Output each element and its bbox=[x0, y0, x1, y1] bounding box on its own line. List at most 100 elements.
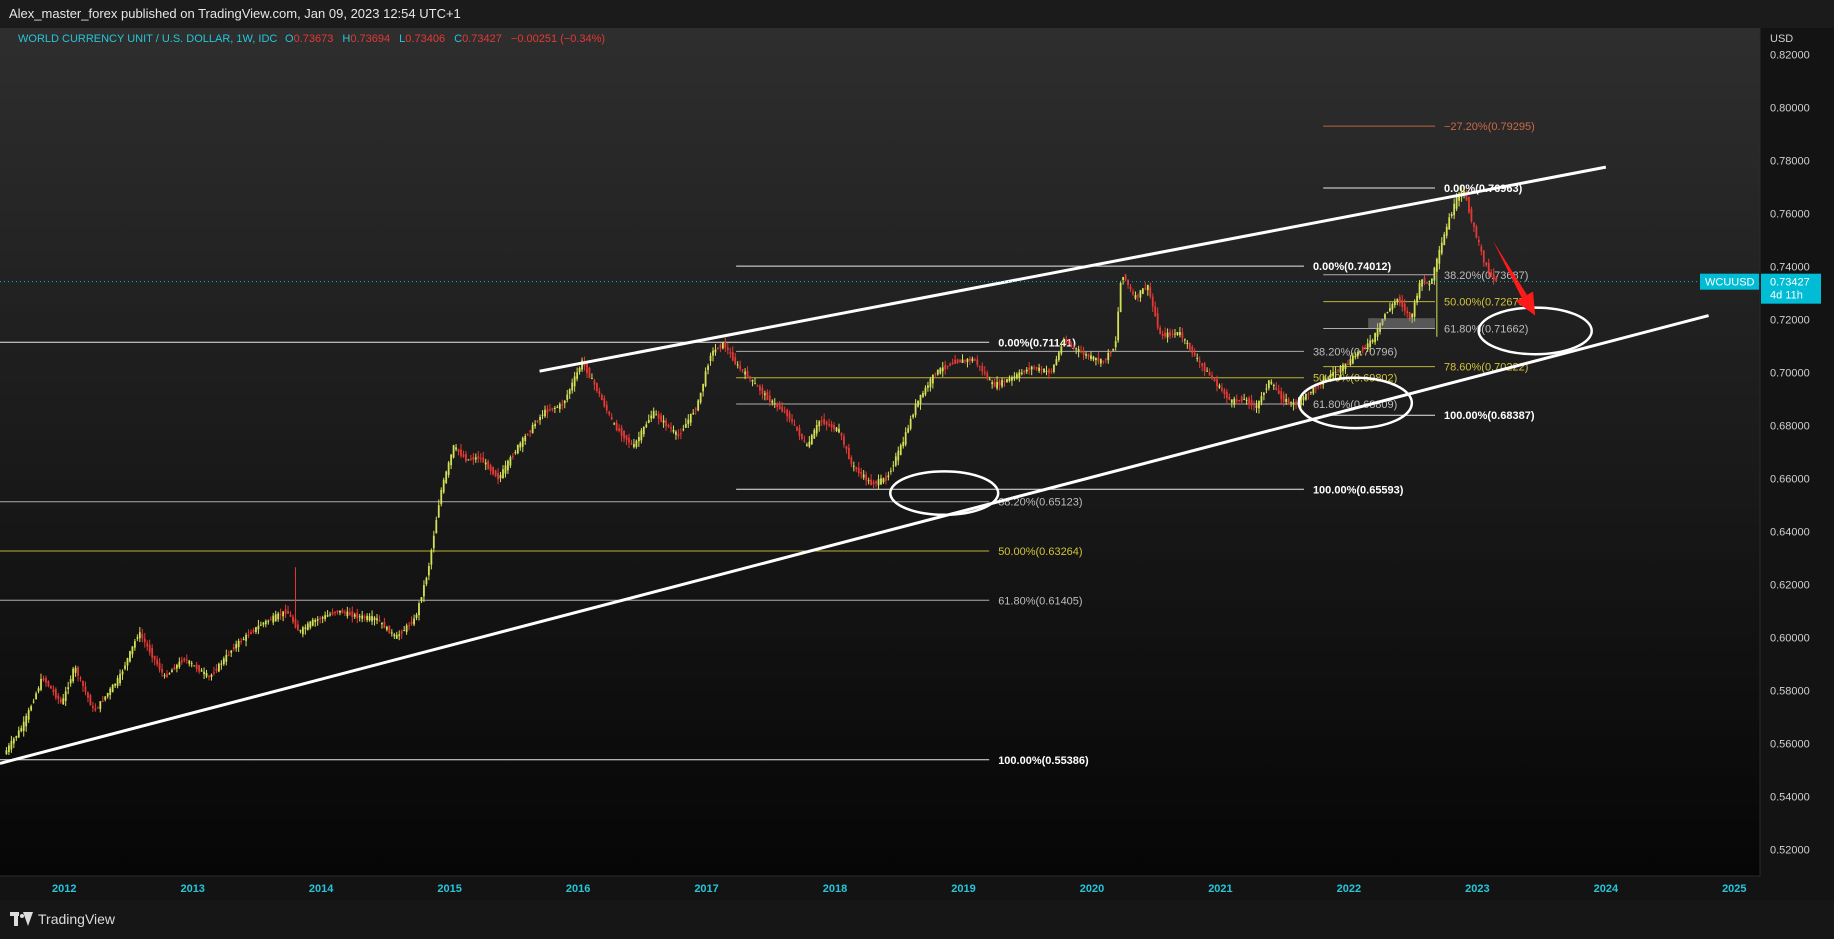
candle-bull bbox=[175, 664, 178, 669]
candle-bear bbox=[54, 689, 57, 698]
candle-bear bbox=[746, 371, 749, 379]
candle-bear bbox=[1398, 296, 1401, 303]
chart-area[interactable]: 0.00%(0.71141) 38.20%(0.65123) 50.00%(0.63… bbox=[0, 28, 1834, 900]
candle-bull bbox=[591, 378, 593, 380]
candle-bull bbox=[1122, 277, 1124, 280]
candle-bear bbox=[670, 427, 672, 429]
candle-bull bbox=[210, 674, 213, 677]
candle-bear bbox=[1465, 191, 1468, 201]
price-chart[interactable]: 0.00%(0.71141) 38.20%(0.65123) 50.00%(0.63… bbox=[0, 28, 1834, 900]
publish-info-bar: Alex_master_forex published on TradingVi… bbox=[0, 0, 1834, 28]
price-axis-tick: 0.76000 bbox=[1770, 209, 1810, 221]
candle-bull bbox=[763, 393, 766, 396]
candle-bull bbox=[1384, 314, 1386, 320]
candle-bull bbox=[1270, 381, 1273, 384]
candle-bull bbox=[887, 475, 890, 478]
candle-bull bbox=[1389, 308, 1391, 312]
candle-bull bbox=[1290, 401, 1292, 403]
candle-bear bbox=[820, 420, 823, 422]
candle-bear bbox=[1104, 358, 1107, 360]
candle-bear bbox=[1169, 331, 1171, 336]
candle-bull bbox=[1043, 368, 1045, 373]
candle-bear bbox=[208, 676, 210, 678]
candle-bear bbox=[94, 708, 97, 711]
candle-bear bbox=[1248, 397, 1250, 405]
candle-bull bbox=[744, 371, 747, 375]
price-axis-tick: 0.62000 bbox=[1770, 580, 1810, 592]
time-axis-tick: 2016 bbox=[566, 883, 590, 895]
candle-bear bbox=[180, 660, 183, 663]
candle-bear bbox=[1361, 347, 1364, 351]
candle-bear bbox=[719, 344, 722, 348]
candle-bull bbox=[1416, 295, 1418, 303]
candle-bull bbox=[432, 535, 435, 549]
candle-bear bbox=[956, 359, 959, 363]
change-value: −0.00251 (−0.34%) bbox=[511, 33, 605, 45]
candle-bull bbox=[566, 394, 569, 400]
price-axis-tick: 0.78000 bbox=[1770, 156, 1810, 168]
candle-bull bbox=[929, 378, 932, 388]
candle-bear bbox=[343, 612, 346, 614]
candle-bull bbox=[25, 715, 28, 727]
candle-bull bbox=[539, 416, 541, 421]
candle-bear bbox=[724, 341, 727, 348]
candle-bull bbox=[682, 429, 685, 431]
tradingview-brand[interactable]: TradingView bbox=[10, 911, 115, 927]
close-value: 0.73427 bbox=[462, 33, 502, 45]
fib-level-label: 100.00%(0.55386) bbox=[998, 755, 1089, 767]
low-label: L bbox=[399, 33, 405, 45]
time-axis-tick: 2025 bbox=[1722, 883, 1746, 895]
candle-bear bbox=[766, 391, 769, 401]
candle-bear bbox=[865, 474, 868, 481]
price-axis-tick: 0.72000 bbox=[1770, 315, 1810, 327]
time-axis-tick: 2018 bbox=[823, 883, 847, 895]
candle-bear bbox=[1156, 313, 1159, 328]
candle-bull bbox=[1435, 258, 1438, 272]
candle-bear bbox=[1070, 344, 1073, 346]
candle-bear bbox=[158, 662, 161, 670]
candle-bear bbox=[153, 655, 156, 660]
candle-bull bbox=[1393, 301, 1396, 306]
candle-bull bbox=[1354, 355, 1357, 358]
candle-bull bbox=[405, 625, 408, 632]
candle-bear bbox=[951, 362, 954, 365]
price-axis-tick: 0.52000 bbox=[1770, 845, 1810, 857]
candle-bull bbox=[168, 673, 171, 675]
candle-bear bbox=[1221, 387, 1223, 391]
candle-bull bbox=[773, 403, 776, 405]
candle-bear bbox=[292, 616, 294, 623]
candle-bull bbox=[109, 688, 112, 695]
candle-bull bbox=[301, 627, 304, 635]
candle-bear bbox=[783, 411, 786, 413]
candle-bull bbox=[1302, 396, 1305, 401]
candle-bear bbox=[605, 404, 608, 411]
candle-bear bbox=[198, 665, 201, 672]
candle-bull bbox=[721, 341, 724, 349]
candle-bear bbox=[341, 610, 344, 614]
arrow-head bbox=[1515, 291, 1536, 316]
candle-bull bbox=[1095, 358, 1097, 361]
candle-bear bbox=[776, 403, 779, 407]
candle-bear bbox=[460, 449, 462, 456]
candle-bear bbox=[378, 620, 381, 622]
candle-bull bbox=[163, 675, 166, 677]
candle-bear bbox=[1048, 369, 1050, 374]
candle-bear bbox=[52, 689, 55, 692]
candle-bull bbox=[381, 622, 383, 625]
candle-bull bbox=[1438, 249, 1441, 264]
candle-bull bbox=[509, 457, 512, 466]
candle-bull bbox=[390, 632, 393, 634]
candle-bear bbox=[89, 695, 92, 706]
candle-bull bbox=[188, 660, 191, 664]
candle-bull bbox=[1075, 348, 1078, 350]
candle-bull bbox=[909, 418, 912, 429]
candle-bull bbox=[1267, 380, 1270, 389]
candle-bull bbox=[1134, 295, 1137, 299]
candle-bull bbox=[10, 741, 13, 750]
candle-bear bbox=[479, 458, 482, 460]
candle-bear bbox=[830, 424, 833, 428]
candle-bear bbox=[526, 434, 529, 436]
candle-bear bbox=[1003, 381, 1006, 383]
candle-bear bbox=[657, 413, 660, 419]
candle-bull bbox=[72, 668, 75, 682]
